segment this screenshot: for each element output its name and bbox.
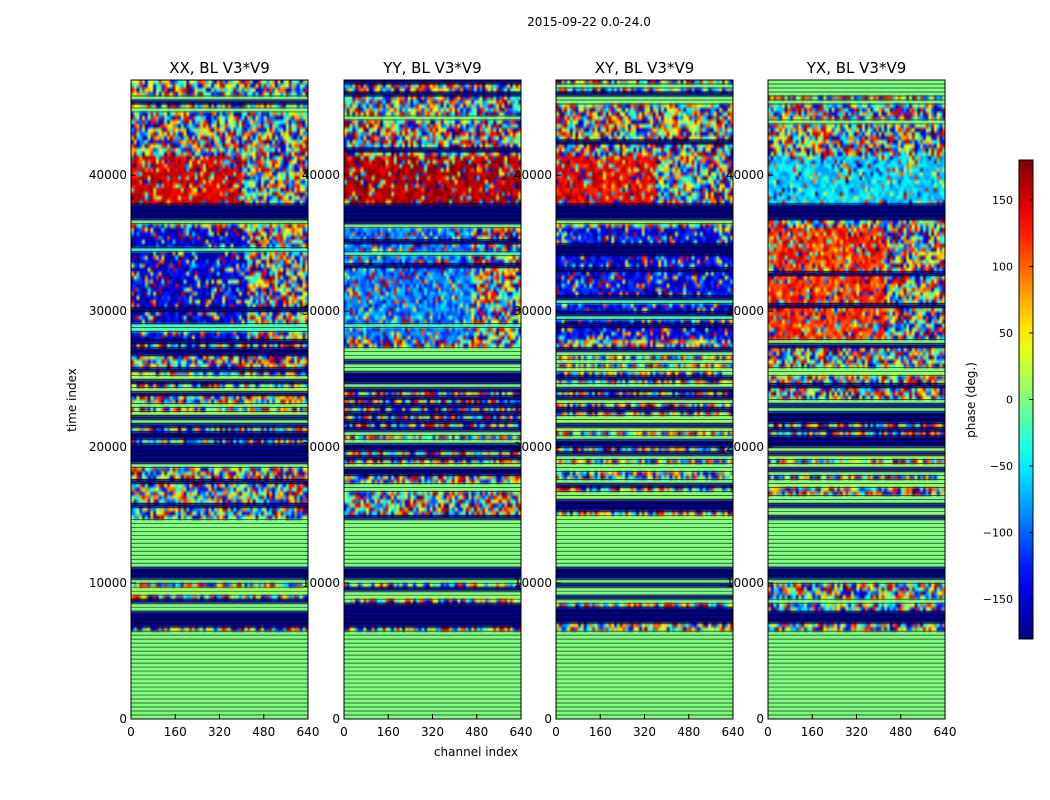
panels-layer: XX, BL V3*V9 0 160 320 480 640 0 10000 20000 3000… <box>89 59 957 739</box>
panel-2: YY, BL V3*V9 0 160 320 480 640 0 10000 20000 3000… <box>302 59 533 739</box>
x-tick-label: 640 <box>722 725 745 739</box>
panel-title: XX, BL V3*V9 <box>169 59 270 77</box>
x-tick-label: 0 <box>552 725 560 739</box>
x-tick-label: 320 <box>208 725 231 739</box>
y-tick-label: 0 <box>119 712 127 726</box>
colorbar-tick-label: −100 <box>983 527 1013 540</box>
x-tick-label: 320 <box>633 725 656 739</box>
stripe-separators <box>768 83 945 716</box>
y-tick-label: 0 <box>332 712 340 726</box>
x-tick-label: 640 <box>297 725 320 739</box>
x-tick-label: 480 <box>252 725 275 739</box>
y-tick-label: 30000 <box>514 304 552 318</box>
y-tick-label: 40000 <box>726 168 764 182</box>
y-tick-label: 30000 <box>302 304 340 318</box>
stripe-separators <box>556 83 733 716</box>
panel-3: XY, BL V3*V9 0 160 320 480 640 0 10000 20000 3000… <box>514 59 745 739</box>
y-axis-label: time index <box>65 368 79 432</box>
y-tick-label: 20000 <box>89 440 127 454</box>
colorbar-label: phase (deg.) <box>964 362 978 438</box>
x-tick-label: 480 <box>889 725 912 739</box>
phase-heatmap-image <box>131 80 308 719</box>
panel-title: YX, BL V3*V9 <box>806 59 907 77</box>
x-tick-label: 320 <box>421 725 444 739</box>
x-tick-label: 160 <box>164 725 187 739</box>
x-tick-label: 640 <box>510 725 533 739</box>
y-tick-label: 30000 <box>89 304 127 318</box>
x-tick-label: 480 <box>465 725 488 739</box>
x-tick-label: 160 <box>801 725 824 739</box>
panel-title: XY, BL V3*V9 <box>595 59 695 77</box>
stripe-separators <box>131 95 308 716</box>
x-tick-label: 160 <box>589 725 612 739</box>
colorbar-tick-label: 150 <box>992 194 1013 207</box>
x-tick-label: 0 <box>127 725 135 739</box>
x-axis-label: channel index <box>434 745 518 759</box>
y-tick-label: 10000 <box>726 576 764 590</box>
x-tick-label: 160 <box>377 725 400 739</box>
y-tick-label: 10000 <box>514 576 552 590</box>
y-tick-label: 20000 <box>302 440 340 454</box>
y-tick-label: 0 <box>756 712 764 726</box>
panel-1: XX, BL V3*V9 0 160 320 480 640 0 10000 20000 3000… <box>89 59 320 739</box>
colorbar: −150 −100 −50 0 50 100 150 <box>983 159 1034 640</box>
y-tick-label: 10000 <box>89 576 127 590</box>
y-tick-label: 40000 <box>514 168 552 182</box>
y-tick-label: 40000 <box>89 168 127 182</box>
figure-suptitle: 2015-09-22 0.0-24.0 <box>527 15 651 29</box>
y-tick-label: 30000 <box>726 304 764 318</box>
colorbar-tick-label: 0 <box>1006 394 1013 407</box>
colorbar-tick-label: −50 <box>990 460 1013 473</box>
y-tick-label: 40000 <box>302 168 340 182</box>
x-tick-label: 320 <box>845 725 868 739</box>
x-tick-label: 480 <box>677 725 700 739</box>
y-tick-label: 20000 <box>514 440 552 454</box>
colorbar-tick-label: 50 <box>999 327 1013 340</box>
panel-title: YY, BL V3*V9 <box>382 59 481 77</box>
colorbar-tick-label: −150 <box>983 593 1013 606</box>
y-tick-label: 20000 <box>726 440 764 454</box>
y-tick-label: 10000 <box>302 576 340 590</box>
x-tick-label: 640 <box>934 725 957 739</box>
x-tick-label: 0 <box>340 725 348 739</box>
x-tick-label: 0 <box>764 725 772 739</box>
stripe-separators <box>344 83 521 716</box>
y-tick-label: 0 <box>544 712 552 726</box>
panel-4: YX, BL V3*V9 0 160 320 480 640 0 10000 20000 3000… <box>726 59 957 739</box>
colorbar-tick-label: 100 <box>992 260 1013 273</box>
